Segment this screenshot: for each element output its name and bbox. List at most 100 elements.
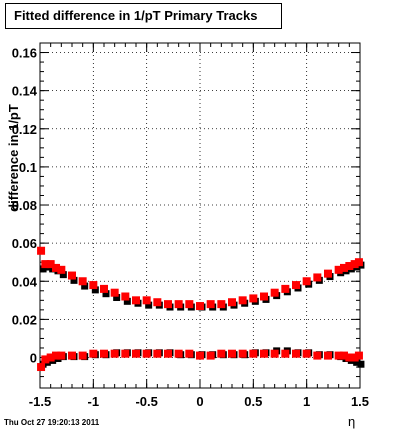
data-point bbox=[350, 260, 359, 269]
data-point bbox=[89, 349, 98, 358]
data-point bbox=[185, 300, 194, 309]
data-point bbox=[89, 281, 98, 290]
y-tick-label: 0.12 bbox=[12, 122, 37, 137]
tick-labels: -1.5 -1 -0.5 0 0.5 1 1.5 0 0.02 0.04 0.06 0.08 0.1 0.… bbox=[12, 46, 369, 409]
data-point bbox=[142, 296, 151, 305]
data-point bbox=[292, 349, 300, 358]
timestamp-label: Thu Oct 27 19:20:13 2011 bbox=[4, 418, 100, 427]
data-point bbox=[281, 284, 290, 293]
plot-title: Fitted difference in 1/pT Primary Tracks bbox=[5, 3, 282, 29]
y-tick-label: 0.14 bbox=[12, 84, 38, 99]
data-point bbox=[260, 349, 268, 358]
data-point bbox=[217, 349, 226, 358]
y-tick-label: 0 bbox=[30, 351, 37, 366]
data-point bbox=[153, 349, 162, 358]
x-tick-label: -0.5 bbox=[135, 394, 157, 409]
y-tick-label: 0.04 bbox=[12, 274, 38, 289]
data-point bbox=[78, 277, 87, 286]
data-point bbox=[270, 288, 279, 297]
data-point bbox=[70, 276, 78, 284]
y-tick-label: 0.02 bbox=[12, 312, 37, 327]
x-tick-label: 1 bbox=[303, 394, 310, 409]
data-point bbox=[340, 263, 348, 272]
data-point bbox=[46, 353, 55, 362]
data-point bbox=[313, 351, 322, 360]
data-point bbox=[354, 258, 363, 267]
data-point bbox=[228, 298, 236, 307]
data-point bbox=[110, 288, 119, 297]
x-tick-label: 0 bbox=[196, 394, 203, 409]
series-red-3 bbox=[37, 349, 363, 372]
data-point bbox=[37, 363, 46, 372]
x-tick-label: 0.5 bbox=[244, 394, 262, 409]
data-point bbox=[353, 358, 361, 366]
data-point bbox=[142, 349, 151, 358]
data-point bbox=[345, 353, 354, 362]
data-point bbox=[281, 349, 290, 358]
data-point bbox=[41, 355, 50, 364]
data-point bbox=[100, 349, 108, 358]
data-point bbox=[39, 265, 47, 273]
x-tick-label: -1.5 bbox=[29, 394, 51, 409]
data-point bbox=[91, 286, 99, 294]
data-point bbox=[206, 351, 215, 360]
data-point bbox=[102, 290, 110, 298]
data-point bbox=[59, 271, 67, 279]
data-point bbox=[164, 300, 172, 309]
y-tick-label: 0.1 bbox=[19, 160, 37, 175]
data-point bbox=[145, 301, 153, 309]
data-point bbox=[68, 271, 76, 280]
x-axis-label: η bbox=[348, 414, 356, 429]
data-point bbox=[164, 349, 172, 358]
data-point bbox=[46, 260, 55, 269]
y-axis-label: difference in 1/pT bbox=[6, 104, 21, 212]
data-point bbox=[153, 298, 162, 307]
data-point bbox=[324, 351, 332, 360]
data-point bbox=[357, 360, 365, 368]
data-point bbox=[324, 269, 332, 278]
data-point bbox=[334, 265, 343, 274]
data-point bbox=[302, 349, 311, 358]
data-point bbox=[249, 349, 258, 358]
data-point bbox=[121, 349, 130, 358]
data-point bbox=[132, 349, 140, 358]
data-point bbox=[52, 263, 60, 272]
data-point bbox=[37, 246, 46, 255]
data-point bbox=[41, 260, 50, 269]
data-point bbox=[121, 292, 130, 301]
data-point bbox=[174, 300, 183, 309]
data-point bbox=[260, 292, 268, 301]
y-tick-label: 0.08 bbox=[12, 198, 37, 213]
data-point bbox=[345, 262, 354, 271]
data-point bbox=[196, 302, 204, 311]
data-point bbox=[270, 349, 279, 358]
data-point bbox=[334, 351, 343, 360]
data-point bbox=[100, 284, 108, 293]
x-tick-label: -1 bbox=[88, 394, 100, 409]
data-point bbox=[123, 297, 131, 305]
data-point bbox=[350, 353, 359, 362]
data-point bbox=[340, 351, 348, 360]
data-markers bbox=[37, 246, 365, 372]
data-point bbox=[196, 351, 204, 360]
data-point bbox=[238, 296, 247, 305]
data-point bbox=[238, 349, 247, 358]
data-point bbox=[113, 294, 121, 302]
y-tick-label: 0.06 bbox=[12, 236, 37, 251]
grid-lines bbox=[39, 43, 361, 388]
data-point bbox=[302, 277, 311, 286]
data-point bbox=[217, 300, 226, 309]
data-point bbox=[78, 351, 87, 360]
series-red-1 bbox=[37, 246, 363, 311]
data-point bbox=[68, 351, 76, 360]
data-point bbox=[206, 300, 215, 309]
data-point bbox=[174, 349, 183, 358]
data-point bbox=[313, 273, 322, 282]
data-point bbox=[292, 281, 300, 290]
data-point bbox=[52, 351, 60, 360]
data-point bbox=[228, 349, 236, 358]
y-tick-label: 0.16 bbox=[12, 46, 37, 61]
data-point bbox=[57, 351, 66, 360]
